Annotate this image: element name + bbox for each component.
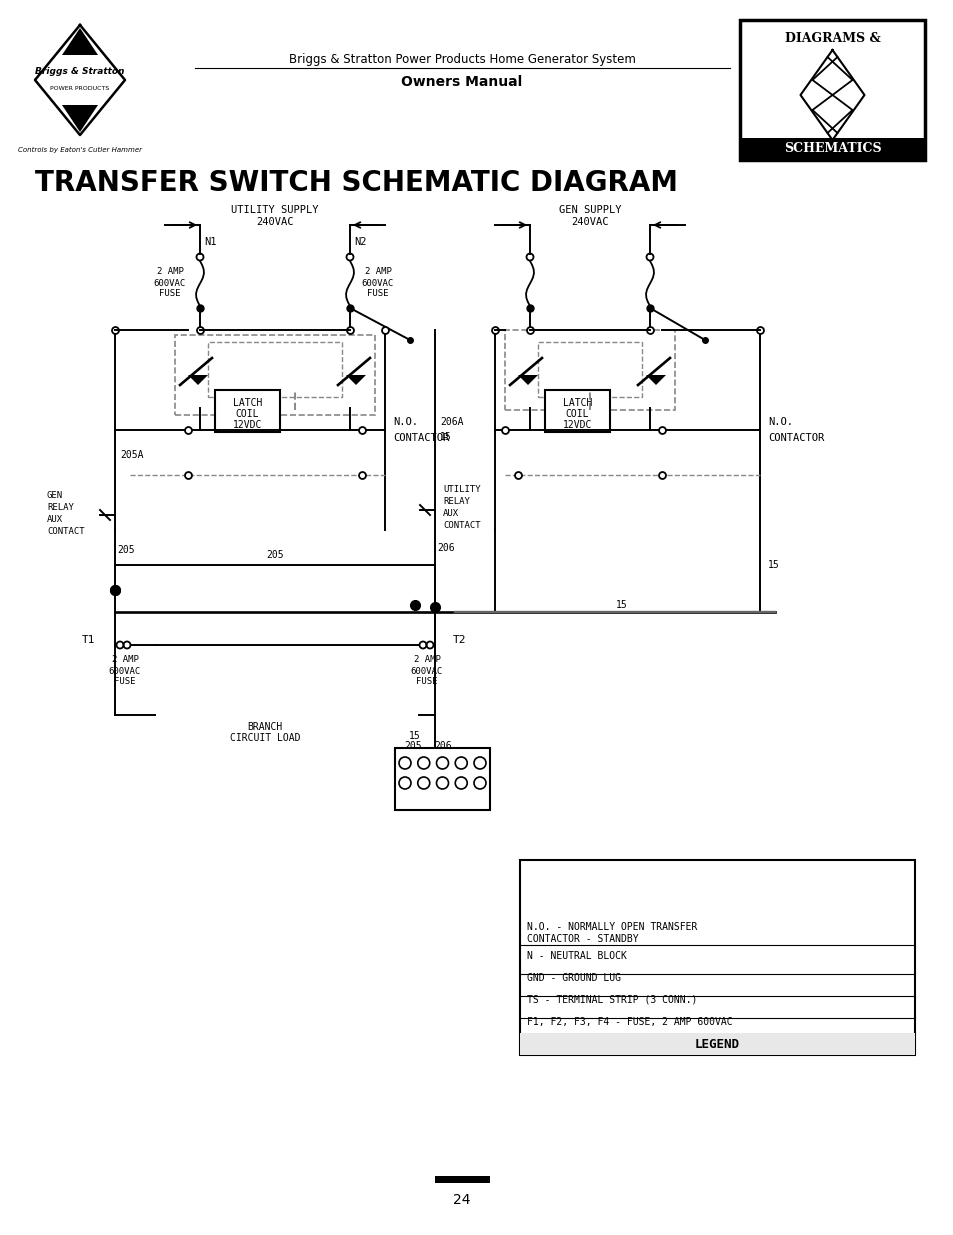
Text: 15: 15 bbox=[439, 432, 452, 442]
Text: 15: 15 bbox=[767, 559, 779, 571]
Bar bbox=[214, 390, 280, 432]
Text: Owners Manual: Owners Manual bbox=[401, 75, 522, 89]
Text: RELAY: RELAY bbox=[442, 498, 470, 506]
Text: RELAY: RELAY bbox=[47, 503, 73, 511]
Text: T1: T1 bbox=[81, 635, 95, 645]
Polygon shape bbox=[645, 375, 665, 385]
Text: Briggs & Stratton: Briggs & Stratton bbox=[35, 68, 125, 77]
Text: 12VDC: 12VDC bbox=[233, 420, 262, 430]
Polygon shape bbox=[517, 375, 537, 385]
Text: T2: T2 bbox=[453, 635, 466, 645]
Text: FUSE: FUSE bbox=[367, 289, 388, 299]
Text: CONTACTOR - STANDBY: CONTACTOR - STANDBY bbox=[526, 934, 638, 944]
Text: N.O.: N.O. bbox=[767, 417, 792, 427]
Text: FUSE: FUSE bbox=[416, 678, 437, 687]
Bar bbox=[537, 342, 641, 396]
Text: 600VAC: 600VAC bbox=[361, 279, 394, 288]
Text: 2 AMP: 2 AMP bbox=[156, 268, 183, 277]
Text: CONTACTOR: CONTACTOR bbox=[393, 433, 449, 443]
Text: 12VDC: 12VDC bbox=[562, 420, 592, 430]
Text: TS - TERMINAL STRIP (3 CONN.): TS - TERMINAL STRIP (3 CONN.) bbox=[526, 995, 697, 1005]
Text: FUSE: FUSE bbox=[114, 678, 135, 687]
Bar bbox=[395, 748, 490, 810]
Text: CONTACTOR: CONTACTOR bbox=[767, 433, 823, 443]
Polygon shape bbox=[188, 375, 208, 385]
Text: LATCH: LATCH bbox=[233, 398, 262, 408]
Text: Controls by Eaton's Cutler Hammer: Controls by Eaton's Cutler Hammer bbox=[18, 147, 142, 153]
Text: 600VAC: 600VAC bbox=[411, 667, 442, 676]
Text: LEGEND: LEGEND bbox=[695, 1037, 740, 1051]
Text: 600VAC: 600VAC bbox=[109, 667, 141, 676]
Text: BRANCH: BRANCH bbox=[247, 722, 282, 732]
Text: COIL: COIL bbox=[565, 409, 589, 419]
Text: 600VAC: 600VAC bbox=[153, 279, 186, 288]
Bar bbox=[435, 1176, 490, 1183]
Text: 206: 206 bbox=[434, 741, 452, 751]
Bar bbox=[208, 342, 341, 396]
Polygon shape bbox=[62, 105, 98, 132]
Text: TRANSFER SWITCH SCHEMATIC DIAGRAM: TRANSFER SWITCH SCHEMATIC DIAGRAM bbox=[35, 169, 678, 198]
Text: F1, F2, F3, F4 - FUSE, 2 AMP 600VAC: F1, F2, F3, F4 - FUSE, 2 AMP 600VAC bbox=[526, 1016, 732, 1028]
Polygon shape bbox=[346, 375, 366, 385]
Text: 205: 205 bbox=[117, 545, 134, 555]
Text: DIAGRAMS &: DIAGRAMS & bbox=[783, 32, 880, 44]
Text: N - NEUTRAL BLOCK: N - NEUTRAL BLOCK bbox=[526, 951, 626, 961]
Text: 2 AMP: 2 AMP bbox=[112, 656, 138, 664]
Text: CONTACT: CONTACT bbox=[47, 526, 85, 536]
Bar bbox=[740, 138, 924, 161]
Text: 240VAC: 240VAC bbox=[256, 217, 294, 227]
Bar bbox=[544, 390, 609, 432]
Text: 205: 205 bbox=[404, 741, 421, 751]
Text: 24: 24 bbox=[453, 1193, 470, 1207]
Text: Briggs & Stratton Power Products Home Generator System: Briggs & Stratton Power Products Home Ge… bbox=[288, 53, 635, 67]
Bar bbox=[174, 335, 375, 415]
Text: 2 AMP: 2 AMP bbox=[364, 268, 391, 277]
Text: SCHEMATICS: SCHEMATICS bbox=[782, 142, 881, 156]
Text: CONTACT: CONTACT bbox=[442, 521, 480, 531]
Polygon shape bbox=[62, 28, 98, 56]
Text: 206A: 206A bbox=[439, 417, 463, 427]
Bar bbox=[740, 20, 924, 161]
Text: GEN: GEN bbox=[47, 490, 63, 499]
Text: AUX: AUX bbox=[442, 510, 458, 519]
Text: UTILITY: UTILITY bbox=[442, 485, 480, 494]
Text: N2: N2 bbox=[354, 237, 366, 247]
Bar bbox=[519, 860, 914, 1055]
Text: LATCH: LATCH bbox=[562, 398, 592, 408]
Text: 205A: 205A bbox=[120, 450, 143, 459]
Bar bbox=[519, 1032, 914, 1055]
Text: N1: N1 bbox=[204, 237, 216, 247]
Text: UTILITY SUPPLY: UTILITY SUPPLY bbox=[231, 205, 318, 215]
Text: 205: 205 bbox=[266, 550, 283, 559]
Text: CIRCUIT LOAD: CIRCUIT LOAD bbox=[230, 734, 300, 743]
Text: N.O. - NORMALLY OPEN TRANSFER: N.O. - NORMALLY OPEN TRANSFER bbox=[526, 923, 697, 932]
Text: 15: 15 bbox=[616, 600, 627, 610]
Text: 2 AMP: 2 AMP bbox=[414, 656, 440, 664]
Text: 15: 15 bbox=[409, 731, 420, 741]
Text: COIL: COIL bbox=[235, 409, 259, 419]
Bar bbox=[504, 330, 675, 410]
Text: FUSE: FUSE bbox=[159, 289, 180, 299]
Text: 206: 206 bbox=[436, 543, 455, 553]
Text: N.O.: N.O. bbox=[393, 417, 417, 427]
Text: POWER PRODUCTS: POWER PRODUCTS bbox=[51, 85, 110, 90]
Text: AUX: AUX bbox=[47, 515, 63, 524]
Text: GND - GROUND LUG: GND - GROUND LUG bbox=[526, 973, 620, 983]
Text: GEN SUPPLY: GEN SUPPLY bbox=[558, 205, 620, 215]
Text: 240VAC: 240VAC bbox=[571, 217, 608, 227]
